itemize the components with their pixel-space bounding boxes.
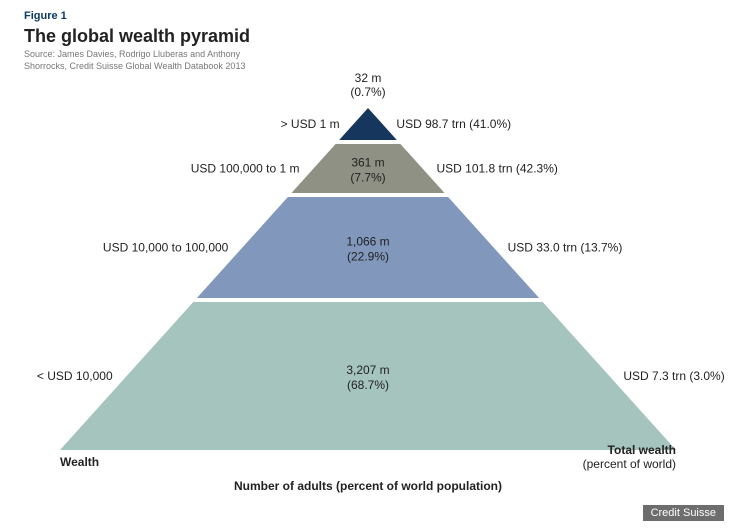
tier-adults-count: 32 m (355, 71, 382, 85)
tier-total-wealth: USD 98.7 trn (41.0%) (396, 117, 511, 131)
tier-adults-count: 361 m (351, 156, 384, 170)
tier-adults-pct: (7.7%) (350, 171, 385, 185)
pyramid-chart: 32 m(0.7%) > USD 1 m USD 98.7 trn (41.0%) 3… (0, 0, 736, 531)
tier-adults-pct: (22.9%) (347, 250, 389, 264)
axis-label: Total wealth (608, 443, 676, 457)
tier-total-wealth: USD 101.8 trn (42.3%) (436, 162, 557, 176)
tier-adults-pct: (68.7%) (347, 378, 389, 392)
wealth-pyramid-figure: Figure 1 The global wealth pyramid Sourc… (0, 0, 736, 531)
tier-adults-pct: (0.7%) (350, 85, 385, 99)
axis-label: Wealth (60, 455, 99, 469)
axis-label: Number of adults (percent of world popul… (234, 479, 502, 493)
tier-wealth-range: USD 100,000 to 1 m (191, 162, 300, 176)
credit-badge: Credit Suisse (643, 505, 724, 521)
tier-adults-count: 1,066 m (346, 235, 389, 249)
tier-total-wealth: USD 7.3 trn (3.0%) (623, 369, 724, 383)
axis-label: (percent of world) (583, 457, 676, 471)
tier-wealth-range: USD 10,000 to 100,000 (103, 241, 229, 255)
tier-wealth-range: < USD 10,000 (37, 369, 113, 383)
tier-total-wealth: USD 33.0 trn (13.7%) (508, 241, 623, 255)
tier-adults-count: 3,207 m (346, 363, 389, 377)
tier-wealth-range: > USD 1 m (281, 117, 340, 131)
pyramid-tier (339, 108, 397, 140)
